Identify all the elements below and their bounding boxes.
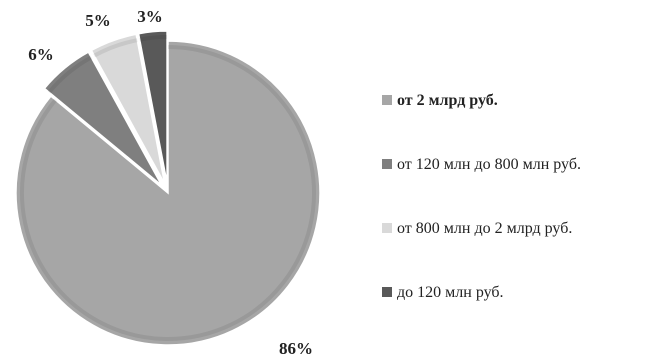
slice-value-label-1: 86%: [279, 339, 313, 357]
pie-slice-3: [90, 33, 166, 184]
legend-swatch-1: [382, 95, 392, 105]
slice-labels: 86% 6% 5% 3%: [28, 7, 313, 357]
pie-slice-shade-3: [93, 38, 138, 58]
legend-swatch-4: [382, 287, 392, 297]
pie-slice-shade-1: [20, 45, 316, 341]
legend-label-1: от 2 млрд руб.: [397, 92, 498, 109]
legend: от 2 млрд руб. от 120 млн до 800 млн руб.…: [382, 92, 581, 301]
slice-value-label-4: 3%: [137, 7, 163, 26]
legend-label-2: от 120 млн до 800 млн руб.: [397, 156, 581, 173]
legend-swatch-2: [382, 159, 392, 169]
pie-slice-2: [43, 51, 163, 186]
legend-label-3: от 800 млн до 2 млрд руб.: [397, 220, 572, 237]
legend-label-4: до 120 млн руб.: [397, 284, 504, 301]
pie-slice-1: [15, 40, 321, 346]
slice-value-label-2: 6%: [28, 45, 54, 64]
slice-value-label-3: 5%: [85, 11, 111, 30]
pie-slice-shade-4: [139, 35, 168, 42]
pie-slices: [15, 30, 321, 346]
legend-swatch-3: [382, 223, 392, 233]
pie-slice-shade-2: [47, 55, 93, 94]
pie-slice-4: [137, 30, 168, 184]
